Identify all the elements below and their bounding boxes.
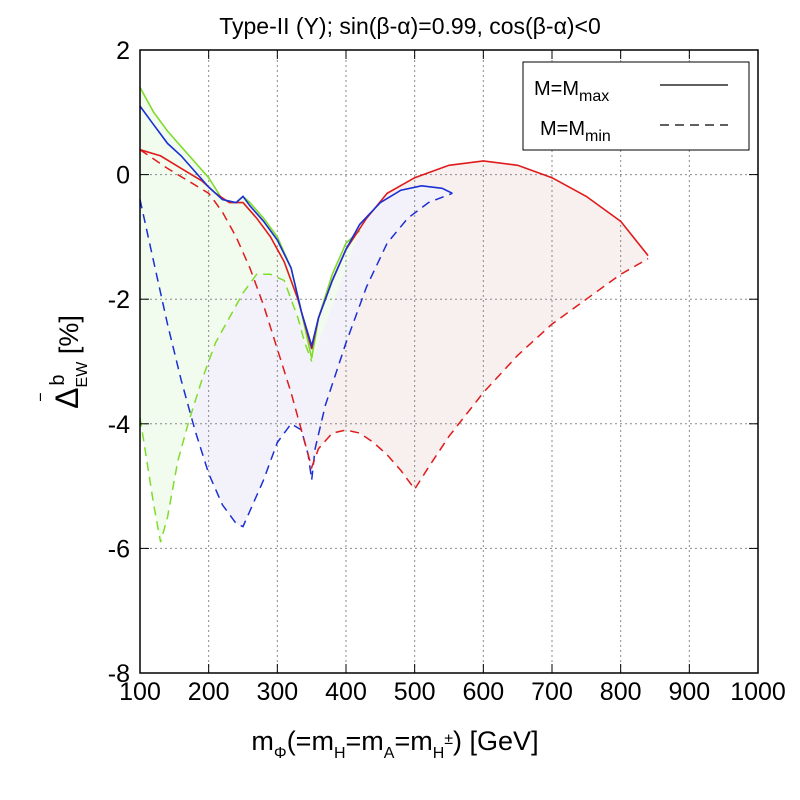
x-label-rest2: =m	[346, 726, 384, 756]
x-tick-label-600: 600	[462, 678, 504, 706]
y-label-sub: EW	[74, 361, 91, 388]
tick-marks	[139, 49, 759, 674]
x-tick-label-300: 300	[256, 678, 298, 706]
y-tick-label--6: -6	[108, 535, 130, 563]
x-label-rest3: =m	[394, 726, 432, 756]
series-red-min-line	[139, 149, 649, 491]
x-tick-labels: 100 200 300 400 500 600 700 800 900 1000	[119, 678, 786, 706]
y-label-delta: Δ	[49, 387, 85, 408]
fill-regions	[140, 87, 649, 543]
chart-title: Type-II (Y); sin(β-α)=0.99, cos(β-α)<0	[219, 13, 601, 39]
y-tick-labels: -8 -6 -4 -2 0 2	[108, 37, 130, 688]
x-label-sup-pm: ±	[444, 731, 453, 748]
y-label-unit: [%]	[54, 315, 84, 362]
x-tick-label-500: 500	[394, 678, 436, 706]
legend-box	[522, 61, 750, 151]
x-tick-label-1000: 1000	[730, 678, 786, 706]
x-tick-label-100: 100	[119, 678, 161, 706]
x-tick-label-400: 400	[325, 678, 367, 706]
y-label-bar: ‾	[39, 392, 61, 401]
y-tick-label--8: -8	[108, 660, 130, 688]
series-blue-max-line	[139, 105, 453, 349]
legend: M=Mmax M=Mmin	[522, 61, 750, 151]
x-tick-label-200: 200	[188, 678, 230, 706]
x-axis-label: mΦ(=mH=mA=mH±) [GeV]	[251, 726, 538, 762]
x-label-rest1: (=m	[287, 726, 334, 756]
x-label-sub-h: H	[334, 745, 346, 762]
x-label-sub-a: A	[384, 745, 395, 762]
x-label-sub-hpm: H	[433, 745, 445, 762]
series-green-min-line	[139, 273, 313, 543]
series-lines	[139, 87, 649, 543]
x-tick-label-800: 800	[600, 678, 642, 706]
plot-frame	[139, 49, 759, 674]
fill-region-green	[140, 87, 360, 543]
y-tick-label--2: -2	[108, 286, 130, 314]
y-label-sup: b	[47, 374, 69, 385]
svg-text:ΔEW [%]: ΔEW [%]	[49, 315, 91, 409]
y-tick-label-0: 0	[116, 162, 130, 190]
y-tick-label-2: 2	[116, 37, 130, 65]
gridlines	[140, 50, 758, 673]
y-axis-label: ΔEW [%] ‾ b	[39, 315, 91, 409]
x-label-m: m	[251, 726, 274, 756]
x-tick-label-900: 900	[668, 678, 710, 706]
y-tick-label--4: -4	[108, 411, 130, 439]
legend-label-min: M=Mmin	[540, 118, 611, 145]
legend-label-max: M=Mmax	[534, 78, 609, 105]
x-label-rest4: ) [GeV]	[453, 726, 539, 756]
series-blue-min-line	[139, 192, 453, 528]
x-label-sub-phi: Φ	[274, 745, 287, 762]
x-tick-label-700: 700	[531, 678, 573, 706]
